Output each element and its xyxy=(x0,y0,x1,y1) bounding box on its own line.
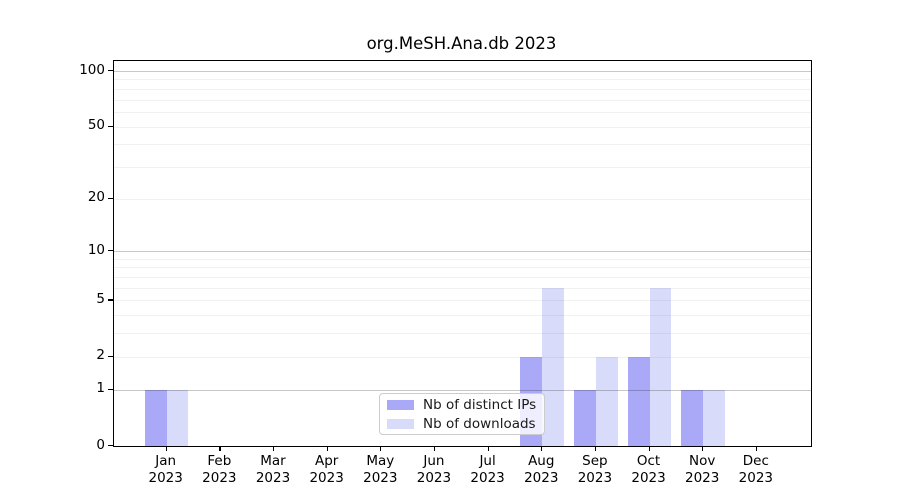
bar-distinct-ips-jan xyxy=(144,389,167,446)
x-tick-label-oct: Oct 2023 xyxy=(631,453,666,486)
bar-distinct-ips-oct xyxy=(627,356,650,446)
plot-area: Nb of distinct IPs Nb of downloads xyxy=(113,60,812,447)
legend-item-downloads: Nb of downloads xyxy=(387,416,537,432)
gridline-minor xyxy=(114,267,811,269)
x-tick-mark xyxy=(380,446,382,451)
y-tick-mark xyxy=(108,355,113,357)
bar-downloads-jan xyxy=(166,389,189,446)
gridline-minor xyxy=(114,99,811,101)
x-tick-label-mar: Mar 2023 xyxy=(255,453,291,486)
y-tick-label-2: 2 xyxy=(96,347,105,364)
y-tick-mark xyxy=(108,70,113,72)
bar-downloads-sep xyxy=(595,356,618,446)
y-tick-mark xyxy=(108,445,113,447)
gridline-minor xyxy=(114,88,811,90)
bar-distinct-ips-nov xyxy=(681,389,704,446)
x-tick-mark xyxy=(273,446,275,451)
x-tick-mark xyxy=(702,446,704,451)
y-tick-mark xyxy=(108,299,113,301)
x-tick-label-apr: Apr 2023 xyxy=(309,453,344,486)
x-tick-label-dec: Dec 2023 xyxy=(738,453,774,486)
x-tick-label-jun: Jun 2023 xyxy=(416,453,452,486)
gridline-minor xyxy=(114,144,811,146)
x-tick-label-feb: Feb 2023 xyxy=(202,453,237,486)
distinct-ips-swatch xyxy=(387,399,414,410)
y-tick-mark xyxy=(108,197,113,199)
y-tick-mark xyxy=(108,388,113,390)
y-tick-label-10: 10 xyxy=(87,241,105,258)
y-tick-mark xyxy=(108,250,113,252)
gridline-minor xyxy=(114,333,811,335)
downloads-swatch xyxy=(387,418,414,429)
bar-downloads-aug xyxy=(542,287,565,446)
x-tick-label-nov: Nov 2023 xyxy=(685,453,720,486)
y-tick-label-50: 50 xyxy=(87,117,105,134)
gridline-major xyxy=(114,389,811,391)
x-tick-mark xyxy=(165,446,167,451)
gridline-minor xyxy=(114,79,811,81)
gridline-minor xyxy=(114,111,811,113)
y-tick-label-0: 0 xyxy=(96,436,105,453)
x-tick-mark xyxy=(219,446,221,451)
y-tick-label-5: 5 xyxy=(96,290,105,307)
y-tick-label-20: 20 xyxy=(87,189,105,206)
y-tick-label-100: 100 xyxy=(79,61,105,78)
x-tick-mark xyxy=(755,446,758,451)
bar-downloads-oct xyxy=(649,287,672,446)
legend-label-distinct-ips: Nb of distinct IPs xyxy=(423,396,537,413)
gridline-minor xyxy=(114,166,811,168)
gridline-major xyxy=(114,71,811,72)
gridline-minor xyxy=(114,277,811,279)
gridline-major xyxy=(114,251,811,253)
x-tick-label-may: May 2023 xyxy=(363,453,398,486)
gridline-minor xyxy=(114,126,811,128)
x-tick-mark xyxy=(541,446,543,451)
legend-item-distinct-ips: Nb of distinct IPs xyxy=(387,397,537,413)
x-tick-label-jul: Jul 2023 xyxy=(470,453,505,486)
gridline-minor xyxy=(114,258,811,260)
x-tick-mark xyxy=(433,446,436,451)
gridline-minor xyxy=(114,287,811,289)
gridline-minor xyxy=(114,315,811,317)
legend-label-downloads: Nb of downloads xyxy=(423,415,536,432)
x-tick-mark xyxy=(326,446,328,451)
legend: Nb of distinct IPs Nb of downloads xyxy=(379,393,545,435)
x-tick-label-jan: Jan 2023 xyxy=(148,453,183,486)
x-tick-mark xyxy=(594,446,597,451)
y-tick-label-1: 1 xyxy=(96,380,105,397)
gridline-minor xyxy=(114,300,811,302)
bar-downloads-nov xyxy=(703,389,725,446)
x-tick-label-aug: Aug 2023 xyxy=(524,453,559,486)
x-tick-mark xyxy=(487,446,489,451)
gridline-minor xyxy=(114,356,811,358)
bar-distinct-ips-sep xyxy=(574,389,596,446)
chart-title: org.MeSH.Ana.db 2023 xyxy=(366,34,557,53)
gridline-minor xyxy=(114,198,811,200)
y-tick-mark xyxy=(108,125,113,127)
x-tick-mark xyxy=(648,446,650,451)
x-tick-label-sep: Sep 2023 xyxy=(577,453,613,486)
